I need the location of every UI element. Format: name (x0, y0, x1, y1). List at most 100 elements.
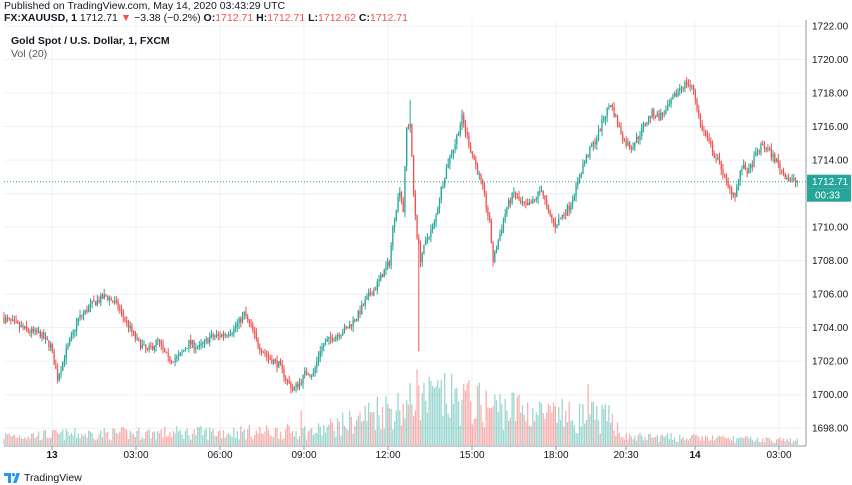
candle-body (212, 334, 214, 338)
volume-bar (720, 436, 722, 445)
candle-body (666, 104, 669, 110)
candle-body (518, 196, 520, 201)
candle-body (670, 99, 672, 105)
volume-bar (191, 433, 194, 445)
volume-bar (585, 419, 588, 445)
candle-body (611, 105, 614, 107)
candle-body (660, 112, 662, 120)
tradingview-logo-icon (4, 472, 20, 483)
candle-body (319, 351, 321, 357)
candle-body (288, 379, 290, 383)
volume-bar (592, 401, 594, 445)
volume-bar (687, 440, 690, 445)
volume-bar (324, 432, 327, 445)
candle-body (333, 339, 335, 342)
volume-bar (307, 431, 309, 445)
volume-bar (388, 408, 391, 445)
candle-body (65, 348, 67, 359)
candle-body (656, 113, 658, 117)
volume-bar (82, 435, 85, 445)
volume-legend[interactable]: Vol (20) (11, 48, 48, 60)
candle-body (651, 109, 653, 118)
candle-body (345, 327, 347, 329)
candle-body (578, 178, 581, 181)
volume-bar (326, 427, 328, 445)
candle-body (416, 215, 418, 239)
volume-bar (590, 402, 593, 445)
volume-bar (794, 440, 797, 445)
candle-body (307, 372, 309, 375)
volume-bar (32, 433, 35, 445)
volume-bar (348, 410, 351, 445)
candle-body (734, 192, 736, 197)
candle-body (108, 298, 111, 300)
candle-body (620, 126, 622, 135)
volume-bar (440, 379, 442, 445)
candle-body (724, 174, 726, 176)
volume-bar (44, 430, 47, 445)
volume-bar (27, 436, 29, 445)
candle-body (786, 177, 788, 179)
volume-bar (471, 424, 474, 445)
candle-body (343, 327, 346, 333)
candle-body (767, 148, 769, 150)
candle-body (547, 205, 550, 211)
candle-body (22, 325, 24, 328)
volume-bar (74, 428, 76, 445)
candle-body (686, 82, 688, 85)
volume-bar (454, 388, 456, 445)
candle-body (50, 344, 52, 348)
candle-body (622, 134, 624, 141)
candle-body (155, 340, 157, 347)
footer-brand[interactable]: TradingView (24, 471, 82, 484)
volume-bar (310, 427, 313, 445)
volume-bar (266, 425, 268, 445)
price-tick-label: 1704.00 (812, 323, 849, 334)
volume-bar (666, 433, 669, 445)
candle-body (298, 382, 301, 388)
candle-body (641, 127, 643, 136)
candle-body (497, 240, 499, 250)
candle-body (791, 178, 793, 181)
volume-bar (179, 429, 181, 445)
candle-body (768, 148, 771, 150)
volume-bar (767, 437, 769, 445)
volume-bar (618, 432, 620, 445)
candle-body (37, 331, 40, 333)
candle-body (775, 159, 778, 163)
candle-body (101, 295, 104, 299)
symbol-name[interactable]: FX:XAUUSD, 1 (4, 12, 77, 24)
candle-body (189, 339, 192, 345)
candle-body (252, 325, 254, 331)
candle-body (176, 356, 178, 359)
candle-body (136, 338, 138, 340)
volume-bar (96, 438, 98, 445)
volume-bar (63, 440, 66, 445)
volume-bar (69, 435, 71, 445)
candle-body (464, 123, 467, 133)
candle-body (286, 379, 289, 381)
volume-bar (81, 433, 83, 445)
open-value: 1712.71 (215, 12, 254, 24)
candle-body (18, 323, 21, 328)
close-value: 1712.71 (370, 12, 408, 24)
candle-body (39, 331, 41, 338)
candle-body (77, 318, 79, 323)
volume-bar (105, 432, 107, 445)
volume-bar (155, 439, 157, 445)
candle-body (779, 163, 781, 170)
volume-bar (172, 431, 175, 445)
volume-bar (212, 428, 214, 445)
candle-body (157, 339, 159, 341)
candle-body (357, 310, 359, 319)
candle-body (466, 132, 468, 136)
candle-body (571, 200, 574, 205)
candle-body (243, 312, 245, 316)
candle-body (164, 348, 166, 352)
volume-bar (390, 408, 392, 445)
volume-bar (361, 421, 363, 445)
volume-bar (169, 432, 171, 445)
volume-bar (649, 433, 652, 445)
volume-bar (737, 438, 740, 445)
